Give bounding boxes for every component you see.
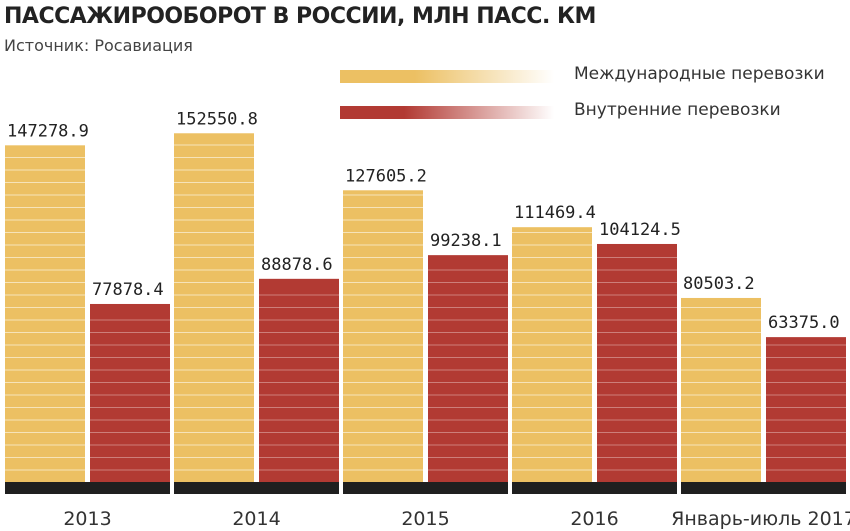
bar-international-0 xyxy=(5,145,85,482)
category-baseline-4 xyxy=(681,482,846,494)
bar-international-4 xyxy=(681,297,761,482)
category-label-3: 2016 xyxy=(570,508,618,530)
legend-label-international: Международные перевозки xyxy=(574,64,825,84)
value-label-international-0: 147278.9 xyxy=(7,121,89,141)
category-baseline-3 xyxy=(512,482,677,494)
bar-domestic-3 xyxy=(597,243,677,482)
category-label-1: 2014 xyxy=(232,508,280,530)
bar-domestic-1 xyxy=(259,278,339,482)
category-baseline-2 xyxy=(343,482,508,494)
category-baseline-0 xyxy=(5,482,170,494)
value-label-international-3: 111469.4 xyxy=(514,203,596,223)
bar-domestic-4 xyxy=(766,337,846,482)
value-label-international-1: 152550.8 xyxy=(176,109,258,129)
category-label-4: Январь-июль 2017 xyxy=(671,508,850,530)
category-baseline-1 xyxy=(174,482,339,494)
bar-international-3 xyxy=(512,227,592,482)
category-label-2: 2015 xyxy=(401,508,449,530)
value-label-domestic-3: 104124.5 xyxy=(599,220,681,240)
bar-domestic-2 xyxy=(428,255,508,482)
value-label-international-2: 127605.2 xyxy=(345,166,427,186)
chart-source: Источник: Росавиация xyxy=(4,36,193,55)
value-label-international-4: 80503.2 xyxy=(683,274,755,294)
category-label-0: 2013 xyxy=(63,508,111,530)
legend-label-domestic: Внутренние перевозки xyxy=(574,100,781,120)
legend-swatch-domestic xyxy=(340,106,554,119)
value-label-domestic-1: 88878.6 xyxy=(261,255,333,275)
bar-international-2 xyxy=(343,190,423,483)
value-label-domestic-2: 99238.1 xyxy=(430,231,502,251)
bar-domestic-0 xyxy=(90,303,170,482)
value-label-domestic-4: 63375.0 xyxy=(768,313,840,333)
legend-swatch-international xyxy=(340,70,554,83)
chart-title: ПАССАЖИРООБОРОТ В РОССИИ, МЛН ПАСС. КМ xyxy=(4,4,596,29)
value-label-domestic-0: 77878.4 xyxy=(92,280,164,300)
